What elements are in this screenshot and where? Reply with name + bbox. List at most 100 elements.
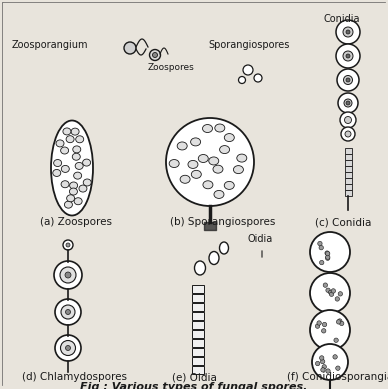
Ellipse shape	[191, 170, 201, 178]
Circle shape	[323, 283, 327, 287]
Circle shape	[340, 321, 344, 326]
Circle shape	[343, 75, 353, 84]
Ellipse shape	[203, 181, 213, 189]
Circle shape	[55, 299, 81, 325]
Circle shape	[320, 260, 324, 265]
Circle shape	[337, 69, 359, 91]
Ellipse shape	[203, 124, 213, 133]
Ellipse shape	[66, 136, 74, 143]
Circle shape	[336, 320, 341, 324]
Circle shape	[312, 344, 348, 380]
Circle shape	[61, 340, 76, 356]
Bar	[192, 321, 204, 329]
Ellipse shape	[177, 142, 187, 150]
Ellipse shape	[79, 185, 87, 192]
Ellipse shape	[213, 165, 223, 173]
Circle shape	[331, 289, 336, 293]
Circle shape	[336, 366, 340, 370]
Circle shape	[343, 51, 353, 61]
Ellipse shape	[74, 172, 81, 179]
Bar	[192, 303, 204, 311]
Circle shape	[61, 305, 75, 319]
Ellipse shape	[169, 159, 179, 168]
Circle shape	[60, 267, 76, 283]
Circle shape	[338, 292, 343, 296]
Circle shape	[336, 44, 360, 68]
Bar	[345, 166, 352, 172]
Text: (a) Zoospores: (a) Zoospores	[40, 217, 112, 227]
Circle shape	[326, 369, 330, 373]
Circle shape	[65, 272, 71, 278]
Text: Sporangiospores: Sporangiospores	[208, 40, 289, 50]
Bar	[345, 172, 352, 177]
Circle shape	[346, 54, 350, 58]
Ellipse shape	[56, 140, 64, 147]
Bar	[345, 148, 352, 154]
Ellipse shape	[72, 153, 80, 160]
Bar	[192, 366, 204, 374]
Ellipse shape	[67, 195, 74, 202]
Bar	[192, 357, 204, 365]
Circle shape	[334, 338, 338, 342]
Circle shape	[318, 241, 322, 246]
Ellipse shape	[237, 154, 247, 162]
Ellipse shape	[61, 147, 69, 154]
Text: Zoosporangium: Zoosporangium	[12, 40, 88, 50]
Ellipse shape	[180, 175, 190, 183]
Ellipse shape	[194, 261, 206, 275]
Circle shape	[310, 232, 350, 272]
Ellipse shape	[215, 124, 225, 132]
Ellipse shape	[71, 128, 79, 135]
Circle shape	[166, 118, 254, 206]
Ellipse shape	[76, 136, 84, 143]
Bar	[192, 312, 204, 320]
Circle shape	[336, 20, 360, 44]
Text: Fig : Various types of fungal spores.: Fig : Various types of fungal spores.	[80, 382, 308, 389]
Ellipse shape	[69, 188, 78, 195]
Circle shape	[346, 78, 350, 82]
Circle shape	[54, 261, 82, 289]
Ellipse shape	[214, 191, 224, 198]
Circle shape	[254, 74, 262, 82]
Circle shape	[335, 297, 340, 301]
Circle shape	[345, 116, 352, 123]
Ellipse shape	[63, 128, 71, 135]
Bar	[345, 190, 352, 196]
Text: Oidia: Oidia	[248, 234, 273, 244]
Text: Conidia: Conidia	[323, 14, 360, 24]
Circle shape	[322, 329, 326, 333]
Ellipse shape	[73, 146, 81, 153]
Bar	[192, 339, 204, 347]
Text: (b) Sporangiospores: (b) Sporangiospores	[170, 217, 275, 227]
Ellipse shape	[191, 138, 201, 146]
Circle shape	[319, 356, 324, 360]
Circle shape	[63, 240, 73, 250]
Ellipse shape	[224, 133, 234, 142]
Circle shape	[328, 290, 333, 294]
Circle shape	[243, 65, 253, 75]
Text: (c) Conidia: (c) Conidia	[315, 217, 371, 227]
Ellipse shape	[83, 159, 91, 166]
Circle shape	[326, 255, 330, 259]
Circle shape	[66, 345, 71, 350]
Circle shape	[315, 324, 320, 328]
Bar	[345, 154, 352, 159]
Text: (e) Oidia: (e) Oidia	[172, 372, 217, 382]
Circle shape	[329, 292, 334, 296]
Circle shape	[239, 77, 246, 84]
Circle shape	[341, 127, 355, 141]
Bar	[192, 348, 204, 356]
Circle shape	[322, 364, 326, 369]
Text: (d) Chlamydospores: (d) Chlamydospores	[22, 372, 127, 382]
Bar	[345, 178, 352, 184]
Ellipse shape	[220, 242, 229, 254]
Ellipse shape	[64, 201, 73, 208]
Circle shape	[124, 42, 136, 54]
Ellipse shape	[198, 154, 208, 163]
Circle shape	[326, 251, 330, 256]
Circle shape	[319, 245, 324, 250]
Ellipse shape	[188, 160, 198, 168]
Ellipse shape	[234, 166, 243, 173]
Circle shape	[315, 361, 320, 366]
Ellipse shape	[61, 181, 69, 188]
